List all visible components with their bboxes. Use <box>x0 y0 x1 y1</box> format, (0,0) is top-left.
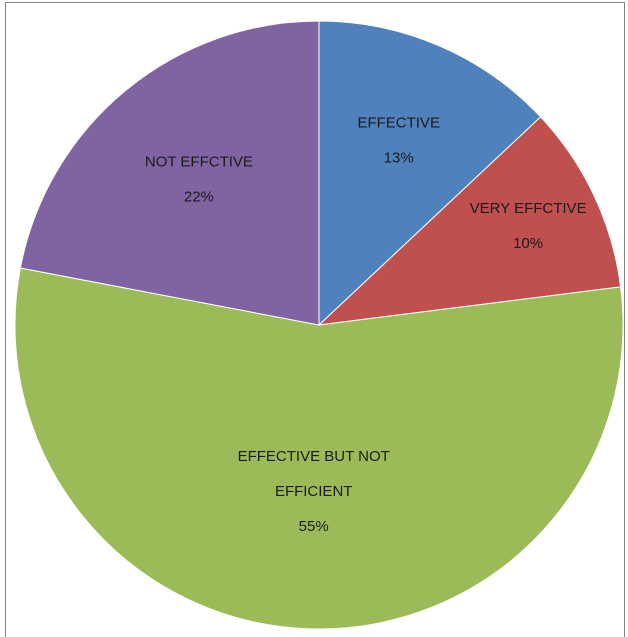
pie-slice-effective <box>318 20 542 327</box>
data-label-category-3-0: NOT EFFCTIVE <box>145 153 253 170</box>
data-label-value-0: 13% <box>384 149 414 166</box>
data-label-category-2-0: EFFECTIVE BUT NOT <box>238 448 390 465</box>
data-label-category-2-1: EFFICIENT <box>275 483 353 500</box>
pie-slices <box>14 20 624 630</box>
pie-labels: EFFECTIVE 13% VERY EFFCTIVE 10% EFFECTIVE BU… <box>145 114 587 535</box>
data-label-value-3: 22% <box>184 188 214 205</box>
pie-slice-not-effctive <box>19 20 320 326</box>
data-label-value-1: 10% <box>513 235 543 252</box>
pie-slice-very-effctive <box>317 116 622 326</box>
data-label-value-2: 55% <box>299 518 329 535</box>
pie-slice-effective-but-not-efficient <box>14 267 624 630</box>
data-label-category-0-0: EFFECTIVE <box>357 114 440 131</box>
data-label-category-1-0: VERY EFFCTIVE <box>470 200 587 217</box>
